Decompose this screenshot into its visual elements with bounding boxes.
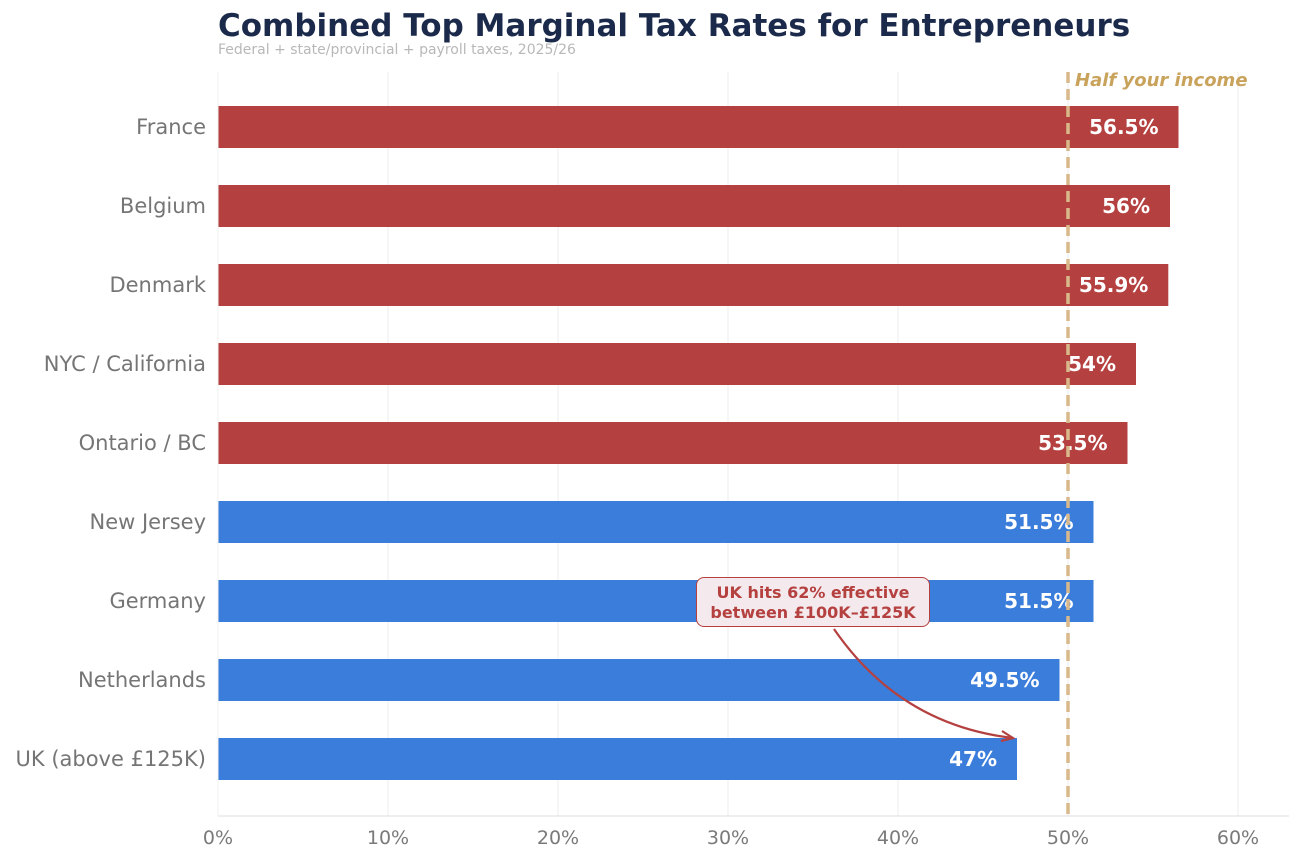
x-tick-label: 60% — [1217, 827, 1259, 849]
chart-title: Combined Top Marginal Tax Rates for Entr… — [218, 8, 1130, 44]
x-tick-label: 20% — [537, 827, 579, 849]
bars: France 56.5% Belgium 56% Denmark 55.9% NYC / C… — [16, 106, 1179, 780]
value-label: 51.5% — [1004, 589, 1073, 613]
x-tick-label: 40% — [877, 827, 919, 849]
bar — [218, 580, 1094, 622]
annotation-arrow — [833, 628, 1014, 740]
category-label: Denmark — [109, 273, 206, 297]
bar — [218, 659, 1060, 701]
bar — [218, 738, 1017, 780]
category-label: Ontario / BC — [79, 431, 206, 455]
bar — [218, 106, 1179, 148]
category-label: Germany — [109, 589, 206, 613]
annotation-arrowhead — [1000, 730, 1016, 743]
category-label: NYC / California — [44, 352, 206, 376]
category-label: Netherlands — [78, 668, 206, 692]
bar — [218, 422, 1128, 464]
x-tick-label: 0% — [203, 827, 233, 849]
x-tick-label: 50% — [1047, 827, 1089, 849]
value-label: 47% — [949, 747, 997, 771]
annotation-line-1: UK hits 62% effective — [716, 583, 910, 602]
annotation-line-2: between £100K–£125K — [710, 603, 916, 622]
value-label: 51.5% — [1004, 510, 1073, 534]
bar — [218, 343, 1136, 385]
bar — [218, 501, 1094, 543]
value-label: 49.5% — [970, 668, 1039, 692]
bar — [218, 185, 1170, 227]
reference-line-group: Half your income — [1066, 70, 1248, 816]
value-label: 53.5% — [1038, 431, 1107, 455]
value-label: 56.5% — [1089, 115, 1158, 139]
reference-line-label: Half your income — [1075, 70, 1248, 91]
x-tick-label: 30% — [707, 827, 749, 849]
bar — [218, 264, 1169, 306]
category-label: New Jersey — [89, 510, 206, 534]
value-label: 56% — [1102, 194, 1150, 218]
value-label: 54% — [1068, 352, 1116, 376]
category-label: UK (above £125K) — [16, 747, 207, 771]
chart-subtitle: Federal + state/provincial + payroll tax… — [218, 42, 576, 58]
x-tick-label: 10% — [367, 827, 409, 849]
annotation-box: UK hits 62% effective between £100K–£125… — [696, 577, 930, 627]
annotation-arrow-group — [833, 628, 1016, 743]
category-label: Belgium — [120, 194, 206, 218]
x-axis: 0% 10% 20% 30% 40% 50% 60% — [203, 72, 1289, 849]
value-label: 55.9% — [1079, 273, 1148, 297]
category-label: France — [136, 115, 206, 139]
